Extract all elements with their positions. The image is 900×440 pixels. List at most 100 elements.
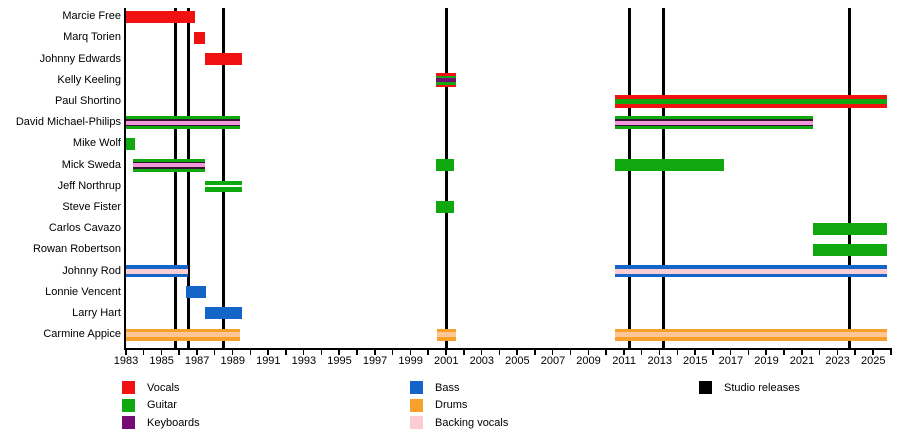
bar-stripe-backing_bright (615, 120, 813, 125)
x-tick-label: 1983 (113, 355, 139, 367)
studio-release-line (174, 8, 178, 348)
studio-release-line (444, 8, 448, 348)
member-bar (435, 159, 455, 171)
x-tick (854, 350, 856, 355)
x-tick (231, 350, 234, 355)
bar-stripe-guitar (435, 75, 456, 79)
x-tick (445, 350, 447, 355)
x-tick (569, 350, 572, 355)
member-label: David Michael-Philips (15, 116, 121, 129)
bar-stripe-guitar (133, 168, 206, 172)
x-tick (783, 350, 785, 355)
x-tick-label: 1989 (220, 355, 245, 367)
member-bar (435, 73, 456, 88)
x-tick (178, 350, 180, 355)
member-bar (437, 328, 456, 341)
member-label: Mike Wolf (72, 137, 121, 150)
legend-item-backing-vocals: Backing vocals (410, 414, 508, 432)
legend-label: Backing vocals (435, 416, 509, 429)
member-bar (205, 180, 242, 192)
member-label: Jeff Northrup (57, 179, 121, 192)
legend-item-drums: Drums (410, 397, 508, 415)
x-tick-label: 1991 (256, 355, 281, 367)
bar-stripe-vocals (435, 84, 456, 88)
x-tick-label: 2023 (825, 355, 850, 367)
x-axis (124, 348, 892, 350)
legend-column-releases: Studio releases (699, 379, 800, 397)
studio-release-line (627, 8, 631, 348)
x-tick-label: 1987 (184, 355, 210, 367)
member-label: Kelly Keeling (57, 73, 121, 86)
bar-stripe-guitar (205, 187, 242, 192)
x-tick (676, 350, 678, 355)
x-tick-label: 1997 (362, 355, 388, 367)
x-tick-label: 2003 (469, 355, 495, 367)
studio-releases-swatch-icon (699, 381, 712, 395)
x-tick (747, 350, 750, 355)
x-tick-label: 2019 (754, 355, 779, 367)
member-bar (186, 286, 207, 299)
member-bar (126, 328, 240, 341)
bar-stripe-drums (615, 328, 888, 333)
member-bar (615, 328, 888, 341)
x-tick (658, 350, 661, 355)
bar-stripe-guitar (615, 98, 888, 104)
member-label: Paul Shortino (54, 94, 121, 107)
x-tick-label: 2007 (540, 355, 566, 367)
x-tick (729, 350, 732, 355)
x-tick (320, 350, 323, 355)
x-tick (391, 350, 394, 355)
member-bar (435, 201, 455, 214)
guitar-swatch-icon (122, 398, 135, 412)
bar-stripe-keyboards (435, 78, 456, 83)
member-label: Marcie Free (62, 10, 121, 23)
bar-stripe-vocals (615, 94, 888, 99)
bar-stripe-stripe_dark (126, 124, 240, 127)
member-label: Johnny Edwards (39, 52, 121, 65)
bar-stripe-guitar (615, 126, 813, 130)
member-bar (205, 307, 242, 320)
member-bar (615, 159, 724, 171)
bar-stripe-guitar (615, 159, 724, 171)
vocals-swatch-icon (122, 381, 135, 395)
bar-stripe-bass (615, 265, 888, 269)
bar-stripe-drums_light (126, 332, 240, 338)
member-bar (615, 116, 813, 130)
member-bar (615, 94, 888, 108)
x-tick (551, 350, 554, 355)
bass-swatch-icon (410, 381, 423, 395)
x-tick (516, 350, 518, 355)
bar-stripe-drums (437, 337, 456, 341)
x-tick (160, 350, 163, 355)
member-bar (133, 158, 206, 172)
drums-swatch-icon (410, 398, 423, 412)
bar-stripe-bass (205, 307, 242, 320)
member-bar (812, 243, 888, 256)
bar-stripe-stripe_dark (615, 119, 813, 121)
legend-column-roles-2: Bass Drums Backing vocals (410, 379, 508, 432)
x-tick (872, 350, 874, 355)
bar-stripe-drums (437, 328, 456, 333)
bar-stripe-guitar (126, 137, 135, 150)
bar-stripe-vocals (193, 31, 206, 44)
bar-stripe-drums_light (615, 332, 888, 338)
legend-label: Drums (435, 399, 468, 412)
bar-stripe-bass (615, 273, 888, 277)
x-tick-label: 2009 (576, 355, 601, 367)
bar-stripe-bass (186, 286, 207, 299)
bar-stripe-white (205, 185, 242, 188)
x-tick (712, 350, 714, 355)
bar-stripe-stripe_dark (126, 119, 240, 121)
bar-stripe-guitar (205, 180, 242, 186)
x-tick (267, 350, 269, 355)
bar-stripe-drums_light (437, 332, 456, 338)
bar-stripe-stripe_dark (133, 161, 206, 163)
x-tick (285, 350, 287, 355)
member-bar (126, 265, 189, 277)
bar-stripe-backing_bright (133, 163, 206, 167)
x-tick (640, 350, 643, 355)
x-tick (890, 350, 892, 355)
member-bar (126, 116, 240, 130)
